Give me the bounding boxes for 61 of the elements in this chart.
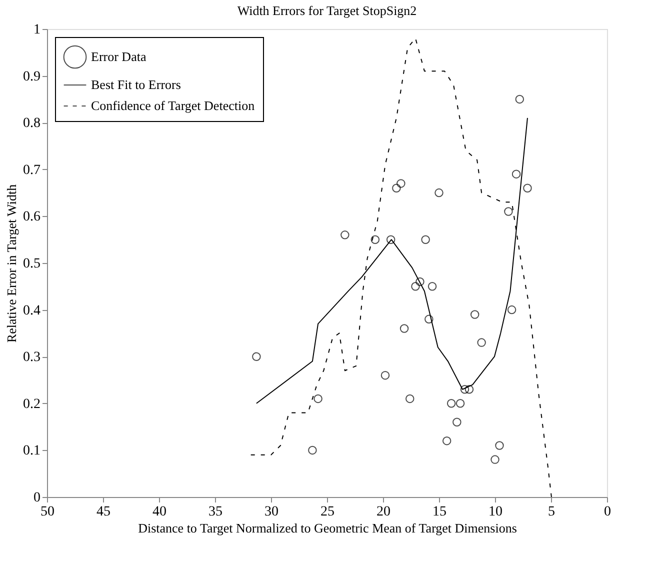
- point: [460, 384, 470, 394]
- point: [252, 352, 261, 361]
- y-tick-label: 0.2: [23, 396, 40, 412]
- point: [446, 399, 456, 408]
- point: [470, 310, 480, 319]
- x-tick-label: 35: [208, 504, 222, 520]
- line-series: [256, 117, 528, 404]
- y-tick-label: 1: [34, 22, 40, 38]
- point: [512, 170, 521, 178]
- y-tick-label: 0: [34, 490, 40, 506]
- point: [424, 314, 434, 324]
- point: [434, 188, 444, 198]
- point: [421, 235, 430, 244]
- x-tick-label: 0: [604, 504, 611, 520]
- y-tick-label: 0.8: [23, 116, 40, 132]
- point: [504, 207, 513, 216]
- point: [370, 235, 380, 244]
- chart-title: Width Errors for Target StopSign2: [237, 3, 417, 18]
- legend-label: Confidence of Target Detection: [91, 98, 256, 113]
- x-tick-label: 40: [152, 504, 166, 520]
- y-tick-label: 0.5: [23, 256, 40, 272]
- point: [400, 324, 409, 333]
- y-tick-label: 0.6: [23, 210, 40, 225]
- point: [495, 441, 504, 450]
- legend-label: Error Data: [91, 49, 146, 64]
- x-tick-label: 25: [320, 504, 334, 520]
- x-tick-label: 45: [96, 504, 110, 520]
- point: [411, 282, 420, 291]
- point: [442, 436, 452, 446]
- point: [314, 394, 322, 404]
- point: [340, 230, 350, 240]
- point: [456, 399, 465, 408]
- legend-label: Best Fit to Errors: [91, 77, 181, 92]
- x-tick-label: 5: [548, 504, 555, 520]
- y-tick-label: 0.3: [23, 350, 40, 366]
- x-tick-label: 10: [488, 504, 502, 520]
- x-tick-label: 30: [264, 504, 278, 520]
- x-tick-label: 20: [376, 504, 390, 520]
- point: [523, 184, 532, 192]
- y-tick-label: 0.7: [23, 162, 40, 178]
- y-tick-label: 0.9: [23, 69, 40, 84]
- point: [464, 384, 474, 394]
- point: [380, 370, 390, 380]
- point: [392, 184, 401, 192]
- y-tick-label: 0.1: [23, 444, 40, 459]
- y-axis-title: Relative Error in Target Width: [4, 184, 19, 343]
- x-tick-label: 50: [40, 504, 54, 520]
- point: [477, 338, 486, 347]
- x-axis-title: Distance to Target Normalized to Geometric Mean of Target Dimensions: [138, 520, 517, 536]
- point: [396, 179, 406, 188]
- point: [386, 235, 396, 244]
- point: [507, 305, 516, 314]
- point: [452, 418, 462, 426]
- point: [416, 277, 424, 286]
- x-tick-label: 15: [432, 504, 446, 520]
- point: [515, 94, 524, 104]
- point: [490, 455, 500, 464]
- point: [406, 394, 414, 404]
- point: [428, 282, 437, 291]
- point: [308, 446, 317, 455]
- y-tick-label: 0.4: [23, 303, 40, 318]
